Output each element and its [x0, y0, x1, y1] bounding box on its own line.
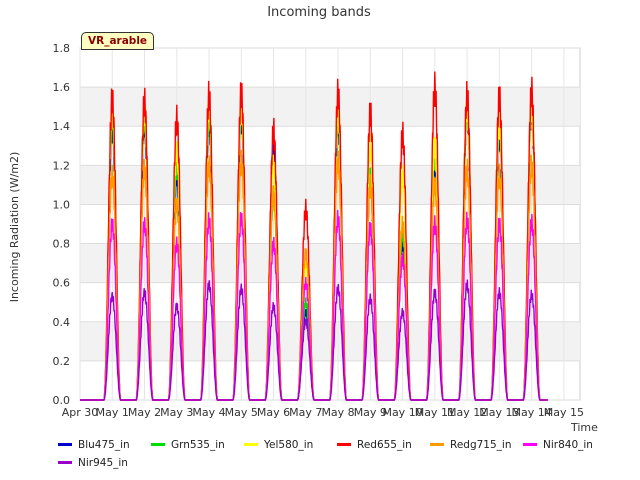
x-tick-label: May 2 — [128, 406, 161, 419]
x-tick-label: May 15 — [544, 406, 584, 419]
grid-band — [80, 243, 580, 283]
legend: Blu475_in Grn535_in Yel580_in Red655_in Redg… — [58, 436, 618, 471]
y-tick-label: 0.2 — [53, 355, 71, 368]
grid-band — [80, 87, 580, 127]
y-axis-label: Incoming Radiation (W/m2) — [8, 152, 21, 303]
legend-label: Grn535_in — [171, 438, 225, 451]
legend-label: Redg715_in — [450, 438, 512, 451]
x-tick-label: May 5 — [225, 406, 258, 419]
legend-swatch — [523, 443, 537, 446]
legend-label: Red655_in — [357, 438, 412, 451]
chart-title: Incoming bands — [267, 5, 371, 20]
y-tick-label: 1.4 — [53, 120, 71, 133]
legend-item-red655_in: Red655_in — [337, 436, 430, 453]
x-tick-label: May 3 — [160, 406, 193, 419]
legend-swatch — [244, 443, 258, 446]
series-lines — [80, 71, 548, 401]
x-tick-label: May 1 — [96, 406, 129, 419]
legend-label: Blu475_in — [78, 438, 130, 451]
y-tick-label: 0.6 — [53, 277, 71, 290]
station-badge: VR_arable — [81, 32, 155, 50]
x-tick-label: May 6 — [257, 406, 290, 419]
legend-swatch — [337, 443, 351, 446]
x-tick-label: May 13 — [479, 406, 519, 419]
legend-label: Nir840_in — [543, 438, 593, 451]
y-tick-label: 0.0 — [53, 394, 71, 407]
y-tick-label: 1.8 — [53, 42, 71, 55]
series-line-nir945_in — [80, 279, 548, 401]
y-tick-label: 1.0 — [53, 198, 71, 211]
legend-item-nir840_in: Nir840_in — [523, 436, 616, 453]
legend-item-nir945_in: Nir945_in — [58, 454, 151, 471]
legend-item-blu475_in: Blu475_in — [58, 436, 151, 453]
x-tick-label: May 4 — [192, 406, 225, 419]
legend-item-yel580_in: Yel580_in — [244, 436, 337, 453]
legend-swatch — [430, 443, 444, 446]
legend-item-redg715_in: Redg715_in — [430, 436, 523, 453]
y-tick-label: 1.2 — [53, 159, 71, 172]
x-axis-label: Time — [570, 421, 598, 434]
y-tick-label: 1.6 — [53, 81, 71, 94]
y-tick-label: 0.4 — [53, 316, 71, 329]
x-tick-label: May 8 — [321, 406, 354, 419]
x-tick-label: May 14 — [511, 406, 551, 419]
legend-swatch — [58, 461, 72, 464]
grid-band — [80, 165, 580, 205]
y-tick-labels: 0.0 0.2 0.4 0.6 0.8 1.0 1.2 1.4 1.6 1.8 — [53, 42, 71, 407]
y-tick-label: 0.8 — [53, 238, 71, 251]
x-tick-label: Apr 30 — [62, 406, 99, 419]
legend-swatch — [151, 443, 165, 446]
x-tick-label: May 12 — [447, 406, 487, 419]
legend-item-grn535_in: Grn535_in — [151, 436, 244, 453]
legend-label: Nir945_in — [78, 456, 128, 469]
x-tick-label: May 9 — [354, 406, 387, 419]
x-tick-label: May 10 — [382, 406, 422, 419]
x-tick-label: May 11 — [415, 406, 455, 419]
legend-swatch — [58, 443, 72, 446]
x-tick-label: May 7 — [289, 406, 322, 419]
legend-label: Yel580_in — [264, 438, 314, 451]
